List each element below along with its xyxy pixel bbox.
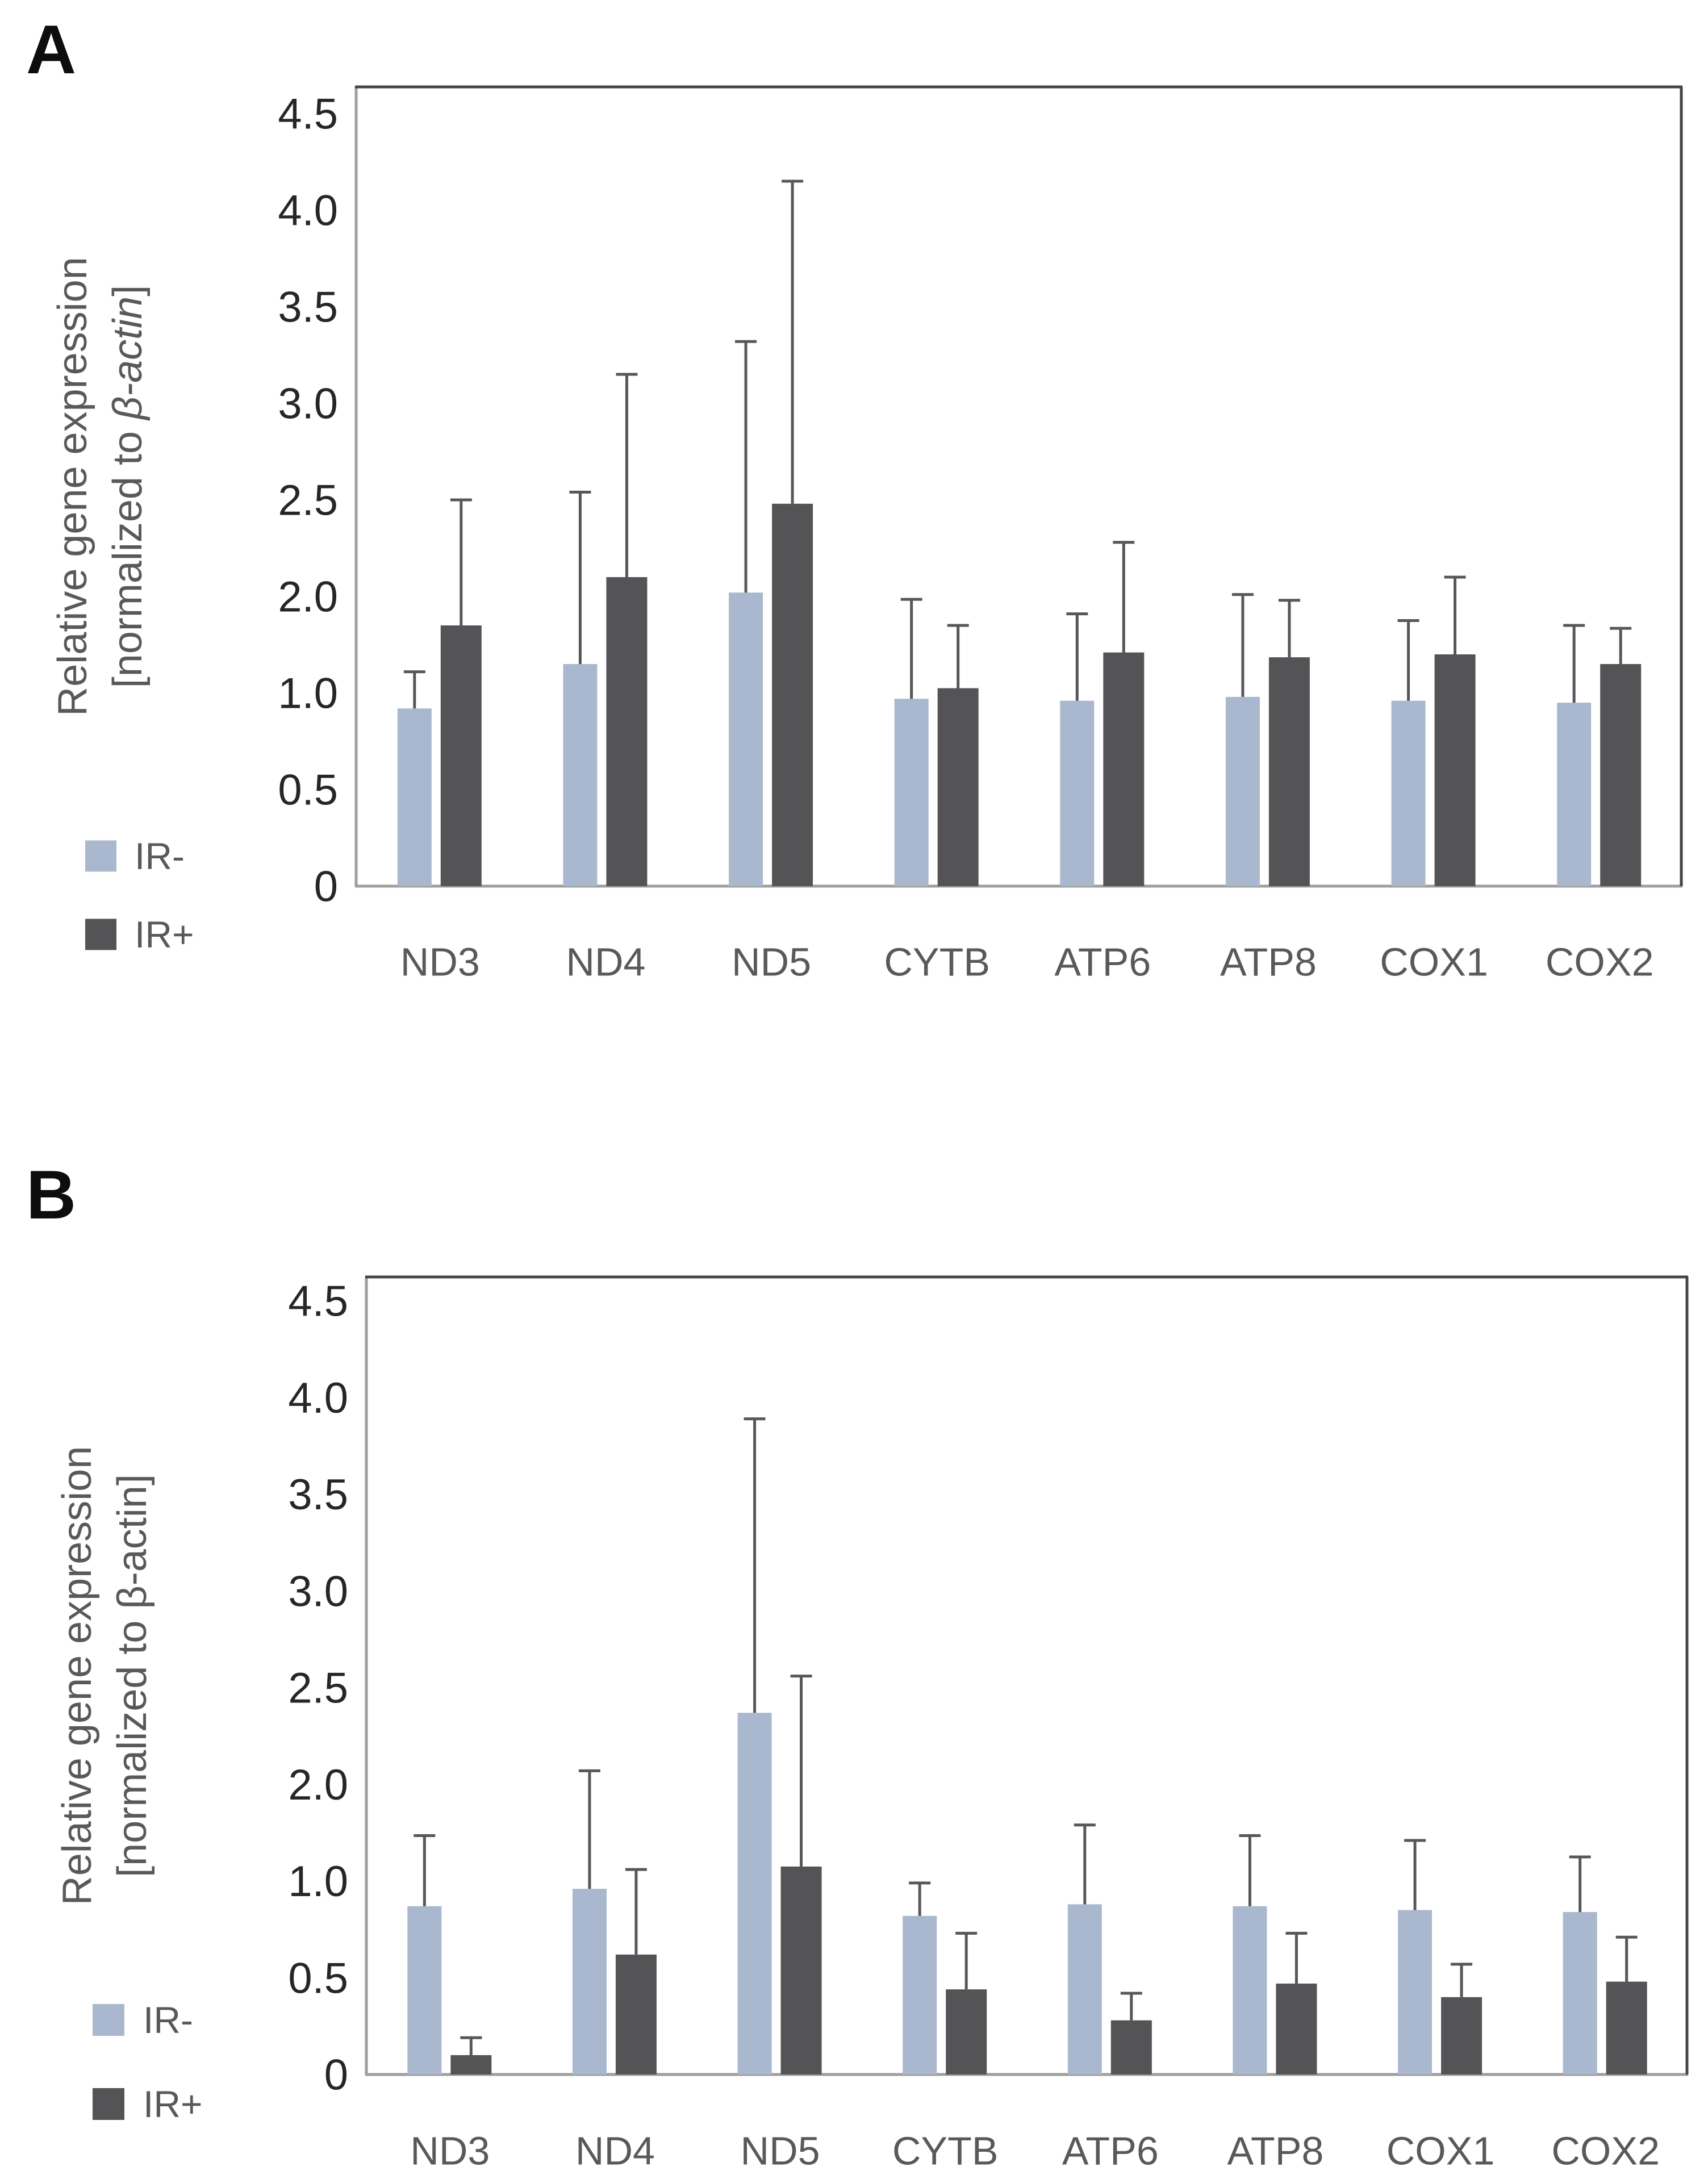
panel-a-bar-ir-minus-nd3 <box>397 708 432 886</box>
panel-b-bar-ir-minus-cytb <box>903 1915 937 2074</box>
panel-b-legend-label-ir-minus: IR- <box>143 1999 193 2041</box>
panel-b-y-tick-label-4_0: 4.0 <box>288 1374 348 1422</box>
panel-a-bar-ir-plus-nd3 <box>440 625 482 886</box>
panel-a-x-label-nd4: ND4 <box>566 940 645 984</box>
panel-b-x-label-nd5: ND5 <box>741 2129 820 2173</box>
panel-a-x-label-nd5: ND5 <box>732 940 811 984</box>
panel-b-y-tick-label-2_5: 2.5 <box>288 1664 348 1713</box>
panel-a-y-tick-label-0_5: 0.5 <box>278 766 338 815</box>
panel-a-bar-ir-plus-atp6 <box>1103 652 1145 886</box>
panel-a-y-axis-title-line2: [normalized to β-actin] <box>105 285 151 688</box>
panel-a-y-tick-label-3_5: 3.5 <box>278 283 338 332</box>
panel-b-bar-ir-plus-nd3 <box>450 2055 492 2074</box>
panel-a-y-tick-label-1_0: 1.0 <box>278 670 338 718</box>
panel-b-bar-ir-plus-atp6 <box>1110 2020 1152 2074</box>
panel-a-x-label-atp6: ATP6 <box>1054 940 1151 984</box>
panel-a-legend-label-ir-minus: IR- <box>135 835 185 877</box>
panel-b-x-label-cox1: COX1 <box>1387 2129 1495 2173</box>
panel-a-y-tick-label-2_5: 2.5 <box>278 477 338 525</box>
panel-a-y-tick-label-2_0: 2.0 <box>278 573 338 621</box>
panel-b-x-label-cytb: CYTB <box>892 2129 999 2173</box>
panel-a-y-tick-label-4_5: 4.5 <box>278 90 338 139</box>
panel-b-legend-label-ir-plus: IR+ <box>143 2083 203 2125</box>
panel-a-bar-ir-plus-cox1 <box>1434 654 1476 886</box>
panel-b-bar-ir-minus-cox1 <box>1398 1910 1433 2074</box>
panel-b-y-axis-title-line1: Relative gene expression <box>55 1446 100 1906</box>
panel-a-bar-ir-minus-atp6 <box>1060 700 1095 886</box>
panel-a-bar-ir-plus-cox2 <box>1600 664 1642 886</box>
panel-a-bar-ir-plus-atp8 <box>1268 657 1310 886</box>
panel-b-x-label-cox2: COX2 <box>1551 2129 1660 2173</box>
panel-b-bar-ir-minus-atp6 <box>1067 1904 1102 2074</box>
panel-b-y-tick-label-0_5: 0.5 <box>288 1954 348 2002</box>
panel-b-legend-swatch-ir-minus <box>93 2004 124 2036</box>
panel-a-bar-ir-plus-cytb <box>937 688 979 886</box>
panel-b-y-tick-label-4_5: 4.5 <box>288 1278 348 1326</box>
panel-b-x-label-nd4: ND4 <box>575 2129 655 2173</box>
panel-b-y-axis-title-line2: [normalized to β-actin] <box>110 1474 155 1877</box>
panel-a-bar-ir-minus-cox1 <box>1391 700 1426 886</box>
panel-b-x-label-nd3: ND3 <box>410 2129 490 2173</box>
panel-b-bar-ir-plus-atp8 <box>1276 1983 1317 2074</box>
panel-b-bar-ir-plus-cox2 <box>1606 1981 1647 2074</box>
panel-a-bar-ir-plus-nd5 <box>772 503 813 886</box>
panel-a-x-label-atp8: ATP8 <box>1220 940 1317 984</box>
panel-a-x-label-cox2: COX2 <box>1546 940 1654 984</box>
panel-b-y-tick-label-2_0: 2.0 <box>288 1761 348 1809</box>
panel-b-y-tick-label-3_0: 3.0 <box>288 1567 348 1616</box>
panel-b-bar-ir-plus-cox1 <box>1441 1997 1483 2074</box>
panel-a-legend-swatch-ir-minus <box>85 840 116 872</box>
panel-a-x-label-nd3: ND3 <box>400 940 480 984</box>
panel-b-bar-ir-plus-cytb <box>946 1989 987 2074</box>
panel-b-y-tick-label-0: 0 <box>324 2051 348 2099</box>
panel-a-x-label-cytb: CYTB <box>884 940 990 984</box>
panel-a-legend-label-ir-plus: IR+ <box>135 913 194 955</box>
panel-a-letter: A <box>26 11 77 88</box>
panel-b-bar-ir-minus-nd4 <box>572 1889 607 2074</box>
panel-b-y-tick-label-3_5: 3.5 <box>288 1471 348 1519</box>
panel-a-bar-ir-minus-nd5 <box>729 592 763 886</box>
panel-a-legend-swatch-ir-plus <box>85 919 116 950</box>
panel-b-x-label-atp6: ATP6 <box>1062 2129 1159 2173</box>
panel-b-bar-ir-minus-atp8 <box>1233 1906 1267 2074</box>
panel-a-y-axis-title-line1: Relative gene expression <box>50 257 95 716</box>
panel-a-y-tick-label-3_0: 3.0 <box>278 380 338 428</box>
panel-b-letter: B <box>26 1156 77 1233</box>
panel-b-bar-ir-minus-nd3 <box>407 1906 442 2074</box>
panel-a-bar-ir-minus-cytb <box>894 699 929 886</box>
panel-b-legend-swatch-ir-plus <box>93 2088 124 2120</box>
panel-b-x-label-atp8: ATP8 <box>1227 2129 1324 2173</box>
panel-b-bar-ir-plus-nd4 <box>615 1954 657 2074</box>
panel-b-bar-ir-minus-cox2 <box>1563 1911 1597 2074</box>
panel-b-bar-ir-minus-nd5 <box>737 1713 772 2074</box>
panel-a-bar-ir-minus-atp8 <box>1225 696 1260 886</box>
panel-a-bar-ir-minus-cox2 <box>1557 703 1592 886</box>
panel-a-bar-ir-plus-nd4 <box>606 577 648 886</box>
panel-a-bar-ir-minus-nd4 <box>563 664 598 886</box>
panel-b-bar-ir-plus-nd5 <box>780 1866 822 2074</box>
panel-b-y-tick-label-1_0: 1.0 <box>288 1857 348 1906</box>
panel-a-x-label-cox1: COX1 <box>1380 940 1488 984</box>
panel-a-y-tick-label-4_0: 4.0 <box>278 187 338 235</box>
panel-a-y-tick-label-0: 0 <box>314 863 338 911</box>
